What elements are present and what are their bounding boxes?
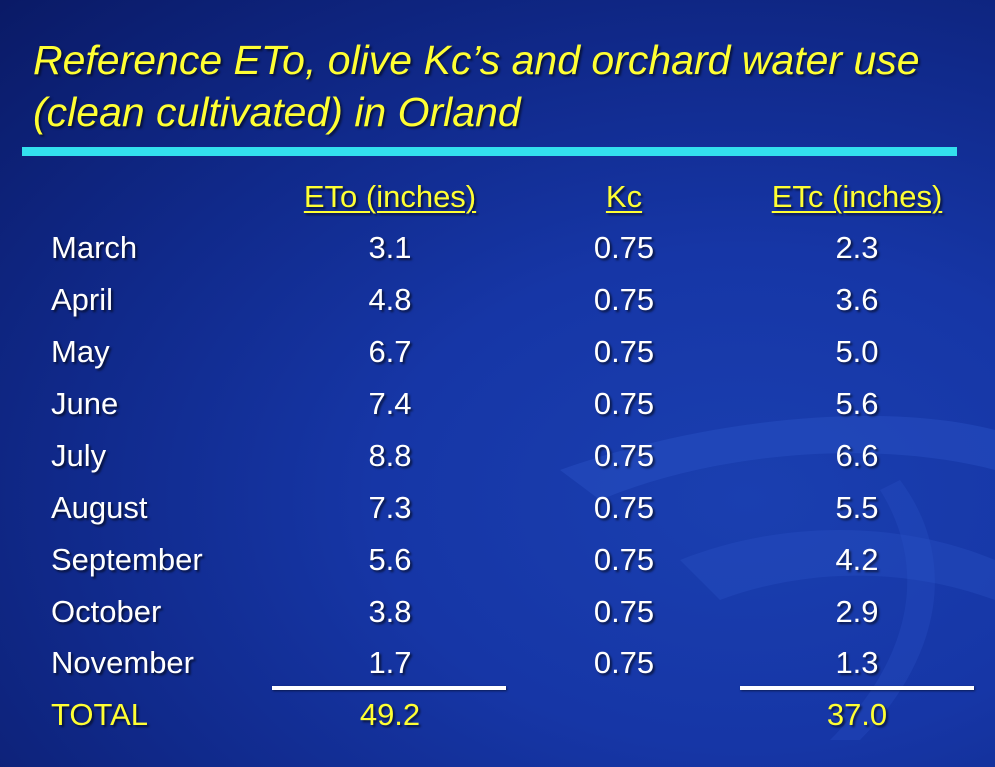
row-kc: 0.75 [593,230,655,265]
header-eto: ETo (inches) [303,179,477,214]
row-kc: 0.75 [593,282,655,317]
row-kc: 0.75 [593,542,655,577]
row-etc: 6.6 [835,438,879,473]
row-kc: 0.75 [593,490,655,525]
eto-total-rule [272,686,506,690]
row-etc: 5.5 [835,490,879,525]
row-month: October [51,594,162,629]
row-eto: 7.3 [368,490,412,525]
row-month: September [51,542,203,577]
row-etc: 4.2 [835,542,879,577]
row-etc: 1.3 [835,645,879,680]
total-label: TOTAL [51,697,149,732]
etc-total-rule [740,686,974,690]
row-etc: 5.6 [835,386,879,421]
row-month: July [51,438,107,473]
row-month: May [51,334,110,369]
row-eto: 3.8 [368,594,412,629]
row-eto: 5.6 [368,542,412,577]
row-kc: 0.75 [593,594,655,629]
title-underline-bar [22,147,957,156]
row-eto: 4.8 [368,282,412,317]
header-etc: ETc (inches) [771,179,943,214]
row-month: June [51,386,119,421]
row-eto: 7.4 [368,386,412,421]
row-etc: 2.3 [835,230,879,265]
row-etc: 2.9 [835,594,879,629]
row-month: November [51,645,194,680]
row-eto: 6.7 [368,334,412,369]
row-month: March [51,230,138,265]
row-eto: 8.8 [368,438,412,473]
row-etc: 3.6 [835,282,879,317]
row-kc: 0.75 [593,334,655,369]
row-eto: 1.7 [368,645,412,680]
row-kc: 0.75 [593,438,655,473]
row-kc: 0.75 [593,645,655,680]
total-eto: 49.2 [359,697,421,732]
slide-title: Reference ETo, olive Kc’s and orchard wa… [33,37,920,135]
row-etc: 5.0 [835,334,879,369]
row-month: August [51,490,148,525]
row-kc: 0.75 [593,386,655,421]
total-etc: 37.0 [826,697,888,732]
row-month: April [51,282,114,317]
header-kc: Kc [605,179,643,214]
row-eto: 3.1 [368,230,412,265]
